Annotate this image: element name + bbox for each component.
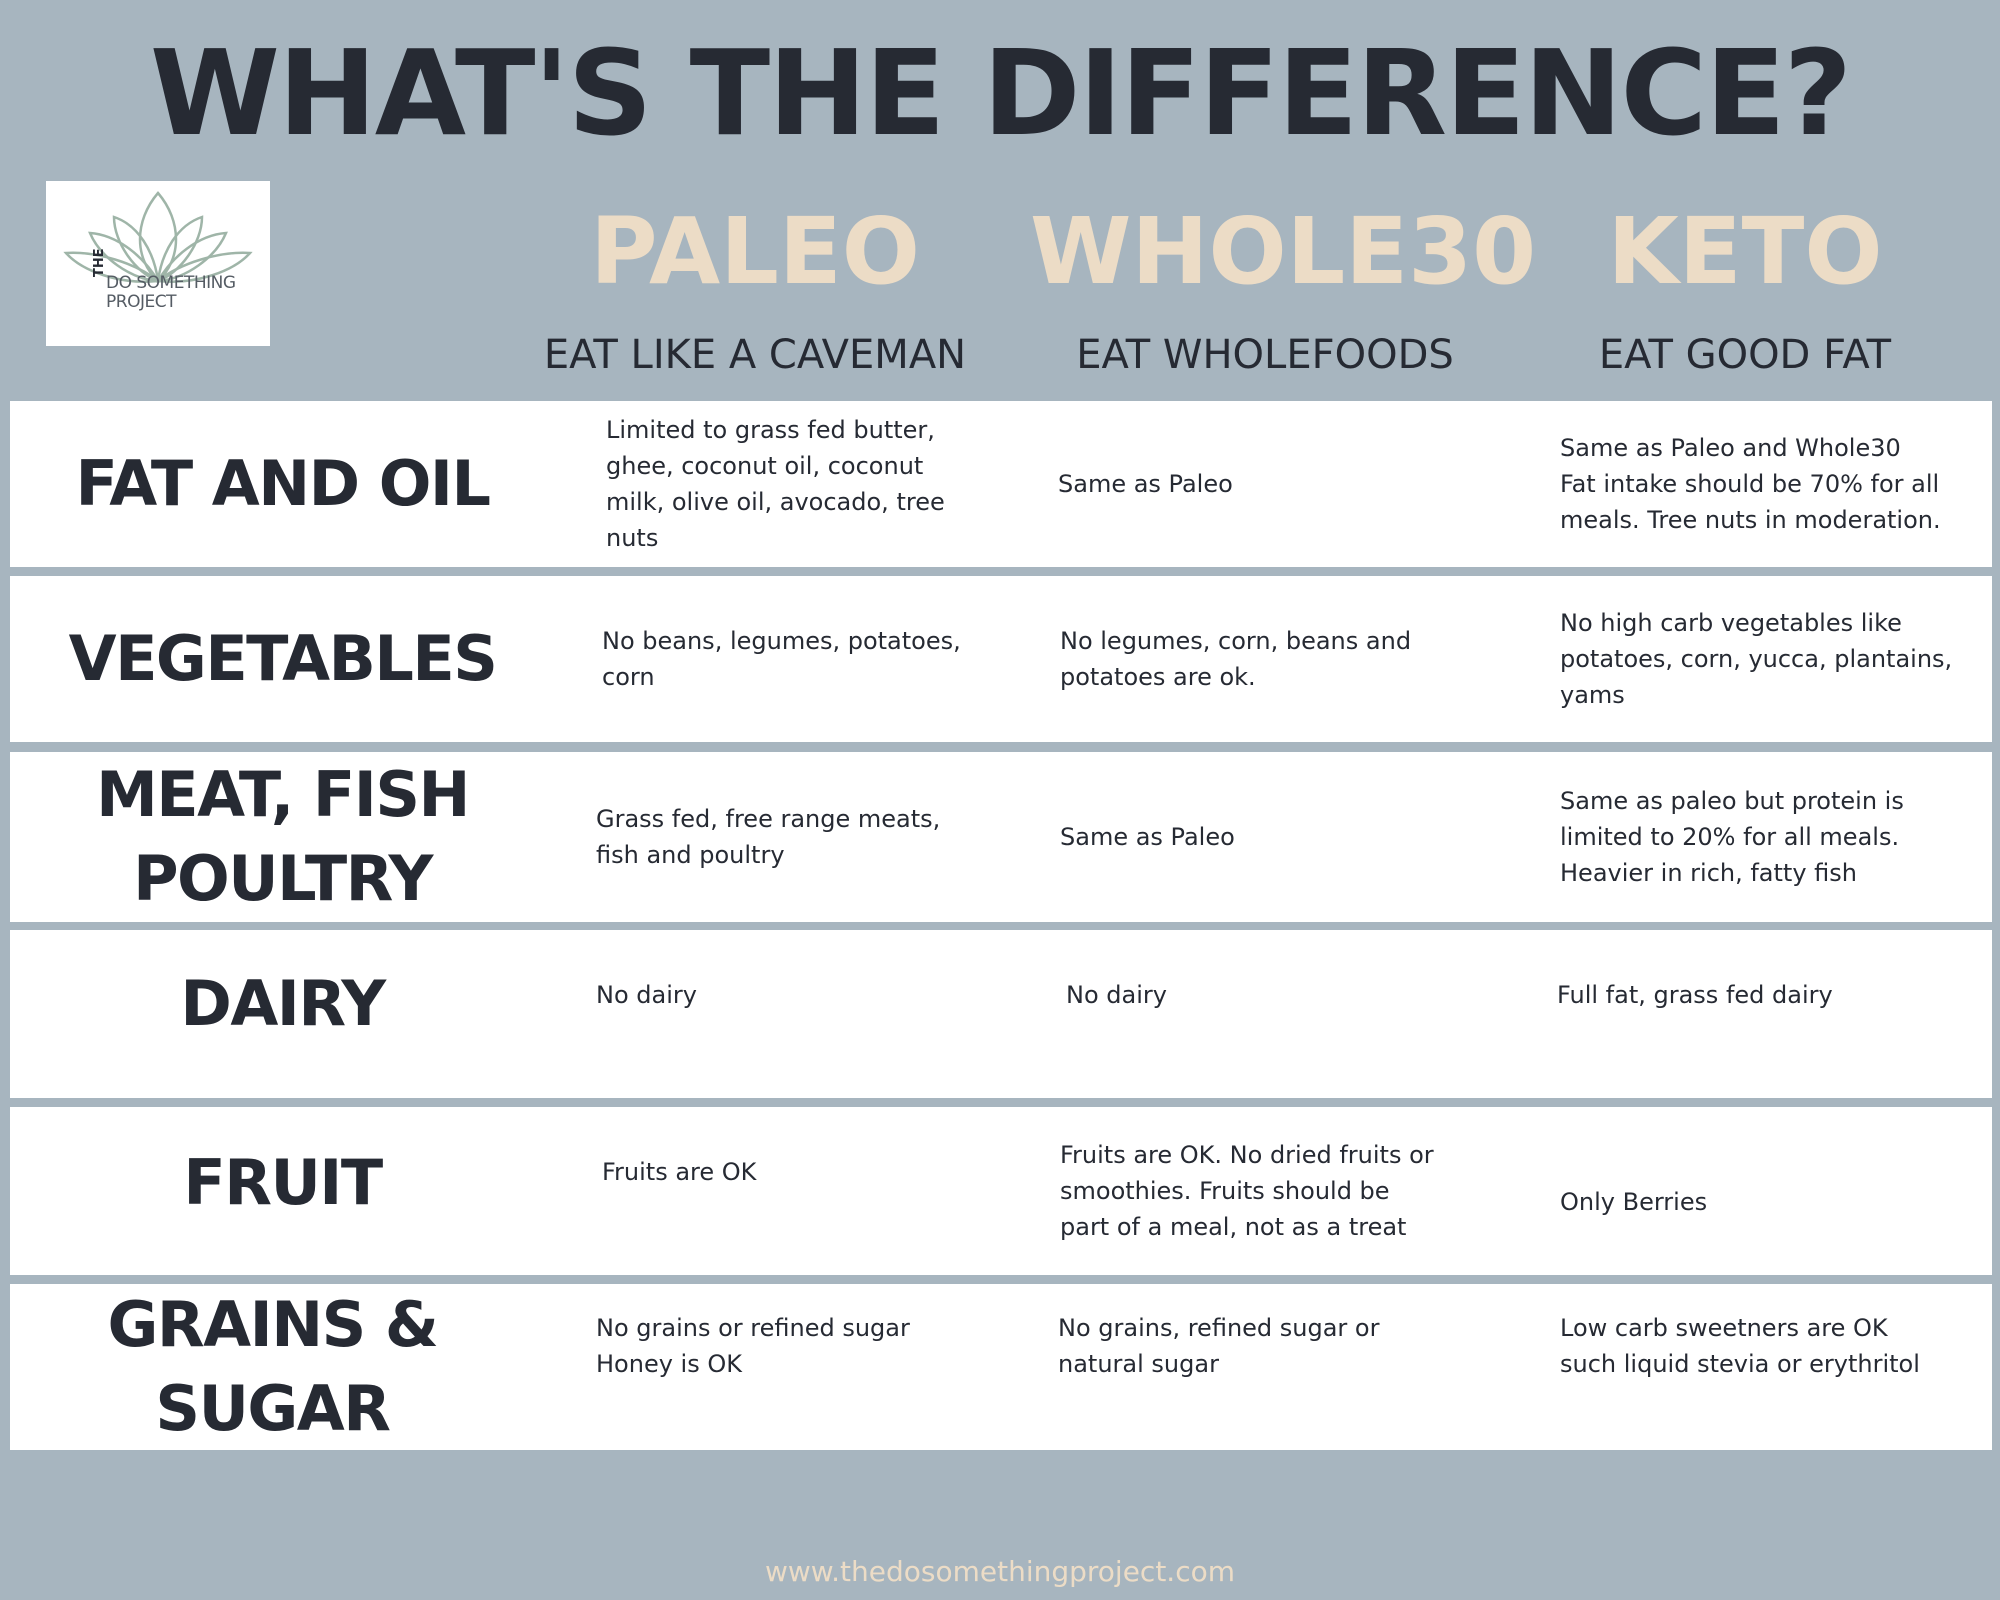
cell-keto: Same as paleo but protein is limited to …: [1560, 787, 1904, 887]
row-category: DAIRY: [180, 967, 386, 1040]
diet-whole30-heading: WHOLE30: [1030, 198, 1537, 305]
table-row-grains-sugar: GRAINS & SUGAR No grains or refined suga…: [10, 1284, 1992, 1450]
cell-whole30: Same as Paleo: [1060, 823, 1235, 851]
cell-paleo: Limited to grass fed butter, ghee, cocon…: [606, 416, 945, 552]
diet-whole30-motto: EAT WHOLEFOODS: [1076, 332, 1454, 378]
row-category: FRUIT: [183, 1146, 383, 1219]
cell-whole30: No grains, refined sugar or natural suga…: [1058, 1314, 1380, 1378]
cell-whole30: No dairy: [1066, 981, 1167, 1009]
cell-whole30: Fruits are OK. No dried fruits or smooth…: [1060, 1141, 1434, 1241]
logo-prefix: THE: [92, 248, 107, 277]
page-title: WHAT'S THE DIFFERENCE?: [149, 24, 1852, 162]
table-row-meat-fish-poultry: MEAT, FISH POULTRY Grass fed, free range…: [10, 752, 1992, 922]
cell-paleo: Fruits are OK: [602, 1158, 757, 1186]
cell-keto: No high carb vegetables like potatoes, c…: [1560, 609, 1953, 709]
cell-keto: Same as Paleo and Whole30 Fat intake sho…: [1560, 434, 1941, 534]
diet-paleo-heading: PALEO: [590, 198, 920, 305]
logo: [46, 181, 270, 346]
table-row-fruit: FRUIT Fruits are OK Fruits are OK. No dr…: [10, 1107, 1992, 1275]
logo-line1: DO SOMETHING: [106, 273, 236, 293]
row-category: MEAT, FISH POULTRY: [96, 758, 470, 915]
table-row-fat-and-oil: FAT AND OIL Limited to grass fed butter,…: [10, 401, 1992, 567]
cell-paleo: No dairy: [596, 981, 697, 1009]
diet-paleo-motto: EAT LIKE A CAVEMAN: [543, 332, 967, 378]
logo-line2: PROJECT: [106, 292, 176, 312]
cell-whole30: Same as Paleo: [1058, 470, 1233, 498]
diet-keto-heading: KETO: [1607, 198, 1883, 305]
cell-paleo: No beans, legumes, potatoes, corn: [602, 627, 961, 691]
cell-paleo: No grains or refined sugar Honey is OK: [596, 1314, 910, 1378]
table-row-vegetables: VEGETABLES No beans, legumes, potatoes, …: [10, 576, 1992, 742]
diet-keto-motto: EAT GOOD FAT: [1598, 332, 1892, 378]
row-category: FAT AND OIL: [75, 447, 492, 520]
cell-keto: Full fat, grass fed dairy: [1557, 981, 1833, 1009]
cell-keto: Only Berries: [1560, 1188, 1708, 1216]
lotus-icon: [63, 191, 253, 283]
table-row-dairy: DAIRY No dairy No dairy Full fat, grass …: [10, 930, 1992, 1098]
cell-keto: Low carb sweetners are OK such liquid st…: [1560, 1314, 1920, 1378]
cell-whole30: No legumes, corn, beans and potatoes are…: [1060, 627, 1412, 691]
website-url: www.thedosomethingproject.com: [764, 1555, 1235, 1588]
row-category: VEGETABLES: [68, 622, 498, 695]
row-category: GRAINS & SUGAR: [107, 1288, 439, 1445]
cell-paleo: Grass fed, free range meats, fish and po…: [596, 805, 941, 869]
